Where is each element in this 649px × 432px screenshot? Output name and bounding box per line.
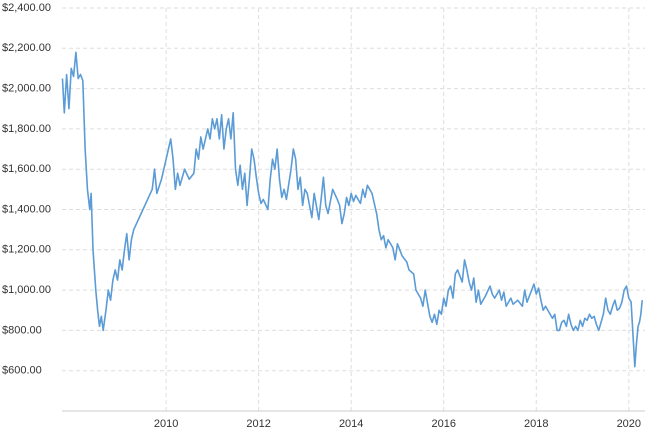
y-tick-label: $1,000.00 bbox=[2, 284, 51, 296]
x-tick-label: 2012 bbox=[246, 418, 270, 430]
x-tick-label: 2020 bbox=[617, 418, 641, 430]
x-tick-label: 2016 bbox=[431, 418, 455, 430]
price-line bbox=[61, 51, 644, 368]
x-tick-label: 2018 bbox=[524, 418, 548, 430]
y-tick-label: $2,000.00 bbox=[2, 83, 51, 95]
x-tick-label: 2014 bbox=[339, 418, 363, 430]
y-tick-label: $2,200.00 bbox=[2, 42, 51, 54]
y-tick-label: $800.00 bbox=[2, 324, 42, 336]
y-tick-label: $2,400.00 bbox=[2, 2, 51, 14]
y-tick-label: $600.00 bbox=[2, 365, 42, 377]
y-tick-label: $1,800.00 bbox=[2, 123, 51, 135]
y-tick-label: $1,200.00 bbox=[2, 244, 51, 256]
y-tick-label: $1,600.00 bbox=[2, 163, 51, 175]
y-tick-label: $1,400.00 bbox=[2, 203, 51, 215]
x-tick-label: 2010 bbox=[154, 418, 178, 430]
